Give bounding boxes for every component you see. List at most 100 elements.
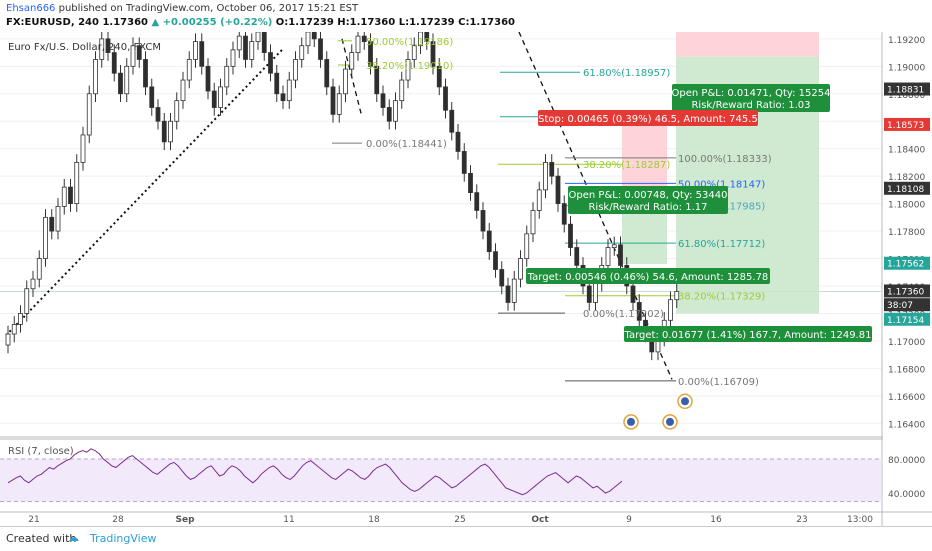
price-tick-label: 1.16400 xyxy=(888,420,925,430)
candle-body xyxy=(411,45,417,60)
candle-body xyxy=(268,52,273,74)
candle-body xyxy=(199,41,205,67)
rsi-label: RSI (7, close) xyxy=(8,446,74,457)
candle-body xyxy=(668,299,673,321)
rsi-tick-label: 40.0000 xyxy=(888,490,925,500)
open-pnl-box-1-text: Risk/Reward Ratio: 1.03 xyxy=(691,100,810,111)
fib-label: 50.00%(1.19186) xyxy=(366,37,453,48)
candle-body xyxy=(161,120,167,143)
candle-body xyxy=(311,32,317,40)
candle-body xyxy=(511,278,517,303)
rsi-tick-label: 80.0000 xyxy=(888,456,925,466)
candle-body xyxy=(324,59,330,88)
candle-body xyxy=(168,120,173,143)
candle-body xyxy=(380,93,386,108)
price-label: 1.18831 xyxy=(887,86,924,96)
candle-body xyxy=(455,131,461,152)
price-label: 38:07 xyxy=(887,301,913,311)
candle-body xyxy=(230,49,236,67)
price-tick-label: 1.17000 xyxy=(888,338,925,348)
target-box-2 xyxy=(624,326,872,342)
fib-label: 38.20%(1.18287) xyxy=(583,160,670,171)
candle-body xyxy=(474,192,480,211)
candle-body xyxy=(118,72,123,95)
stop-box xyxy=(538,110,758,126)
candle-body xyxy=(286,79,292,102)
fib-label: 38.20%(1.17329) xyxy=(678,292,765,303)
price-chart[interactable]: 50.00%(1.19186) 38.20%(1.19010) 0.00%(1.18… xyxy=(0,32,932,526)
rsi-line xyxy=(7,448,623,496)
candle-body xyxy=(499,269,505,287)
candle-body xyxy=(255,32,261,43)
candle-body xyxy=(186,59,192,81)
price-tick-label: 1.17800 xyxy=(888,228,925,238)
candle-body xyxy=(174,100,180,122)
candle-body xyxy=(93,59,98,95)
economic-event-icon xyxy=(666,417,674,426)
publish-line: Ehsan666 published on TradingView.com, O… xyxy=(6,3,358,14)
ohlc-values: O:1.17239 H:1.17360 L:1.17239 C:1.17360 xyxy=(275,17,515,28)
candle-body xyxy=(611,244,617,248)
candle-body xyxy=(493,251,498,270)
open-pnl-box-2 xyxy=(568,186,728,214)
tradingview-link[interactable]: TradingView xyxy=(90,532,157,545)
economic-event-icon xyxy=(681,397,689,406)
candle-body xyxy=(274,72,280,95)
candle-body xyxy=(280,93,286,102)
candle-body xyxy=(130,45,136,67)
footer-bar: Created with ☁ TradingView xyxy=(0,526,932,551)
author-link[interactable]: Ehsan666 xyxy=(6,3,56,14)
candle-body xyxy=(11,324,17,335)
price-tick-label: 1.18200 xyxy=(888,173,925,183)
price-label: 1.17154 xyxy=(887,316,924,326)
time-tick-label: 16 xyxy=(710,515,722,525)
fib-label: 0.00%(1.16709) xyxy=(678,377,759,388)
candle-body xyxy=(36,258,42,280)
dashed-trendline xyxy=(341,38,363,118)
fib-label: 0.00%(1.17202) xyxy=(583,309,664,320)
price-tick-label: 1.18000 xyxy=(888,201,925,211)
candle-body xyxy=(555,175,561,205)
time-tick-label: Oct xyxy=(531,515,549,525)
dotted-trendline xyxy=(5,49,283,337)
candle-body xyxy=(480,210,486,232)
time-tick-label: 13:00 xyxy=(847,515,873,525)
candle-body xyxy=(443,86,448,111)
candle-body xyxy=(205,65,211,92)
price-label-bg xyxy=(884,181,930,195)
price-label-bg xyxy=(884,256,930,270)
candle-body xyxy=(155,107,161,122)
position-info-boxes: Open P&L: 0.01471, Qty: 15254Risk/Reward… xyxy=(526,84,872,342)
candle-body xyxy=(124,65,130,95)
candle-body xyxy=(568,223,573,248)
candle-body xyxy=(486,230,492,253)
candle-body xyxy=(436,65,442,88)
fib-label: 100.00%(1.18333) xyxy=(678,154,772,165)
time-tick-label: 25 xyxy=(454,515,465,525)
candle-body xyxy=(224,65,230,88)
price-tick-label: 1.18800 xyxy=(888,91,925,101)
candle-body xyxy=(386,107,392,122)
candle-body xyxy=(424,32,430,43)
price-tick-label: 1.19200 xyxy=(888,36,925,46)
rsi-pane: RSI (7, close) 80.0000 40.0000 xyxy=(0,446,925,502)
fib-label: 0.00%(1.18441) xyxy=(366,139,447,150)
up-arrow-icon: ▲ xyxy=(151,17,160,28)
axis-bg xyxy=(883,32,932,526)
candle-body xyxy=(80,134,86,163)
fib-label: 38.20%(1.19010) xyxy=(366,61,453,72)
price-label-bg xyxy=(884,298,930,312)
chart-header: Ehsan666 published on TradingView.com, O… xyxy=(0,0,932,32)
fib-label: 61.80%(1.17712) xyxy=(678,239,765,250)
candle-body xyxy=(543,162,548,191)
candle-body xyxy=(261,32,267,53)
candle-body xyxy=(299,45,305,60)
economic-event-icon xyxy=(627,417,635,426)
time-tick-label: Sep xyxy=(175,515,195,525)
target-box-2-text: Target: 0.01677 (1.41%) 167.7, Amount: 1… xyxy=(624,330,872,341)
candle-body xyxy=(24,288,30,314)
price-label-bg xyxy=(884,82,930,96)
price-label-bg xyxy=(884,284,930,298)
candle-body xyxy=(105,38,111,53)
time-tick-label: 23 xyxy=(796,515,807,525)
